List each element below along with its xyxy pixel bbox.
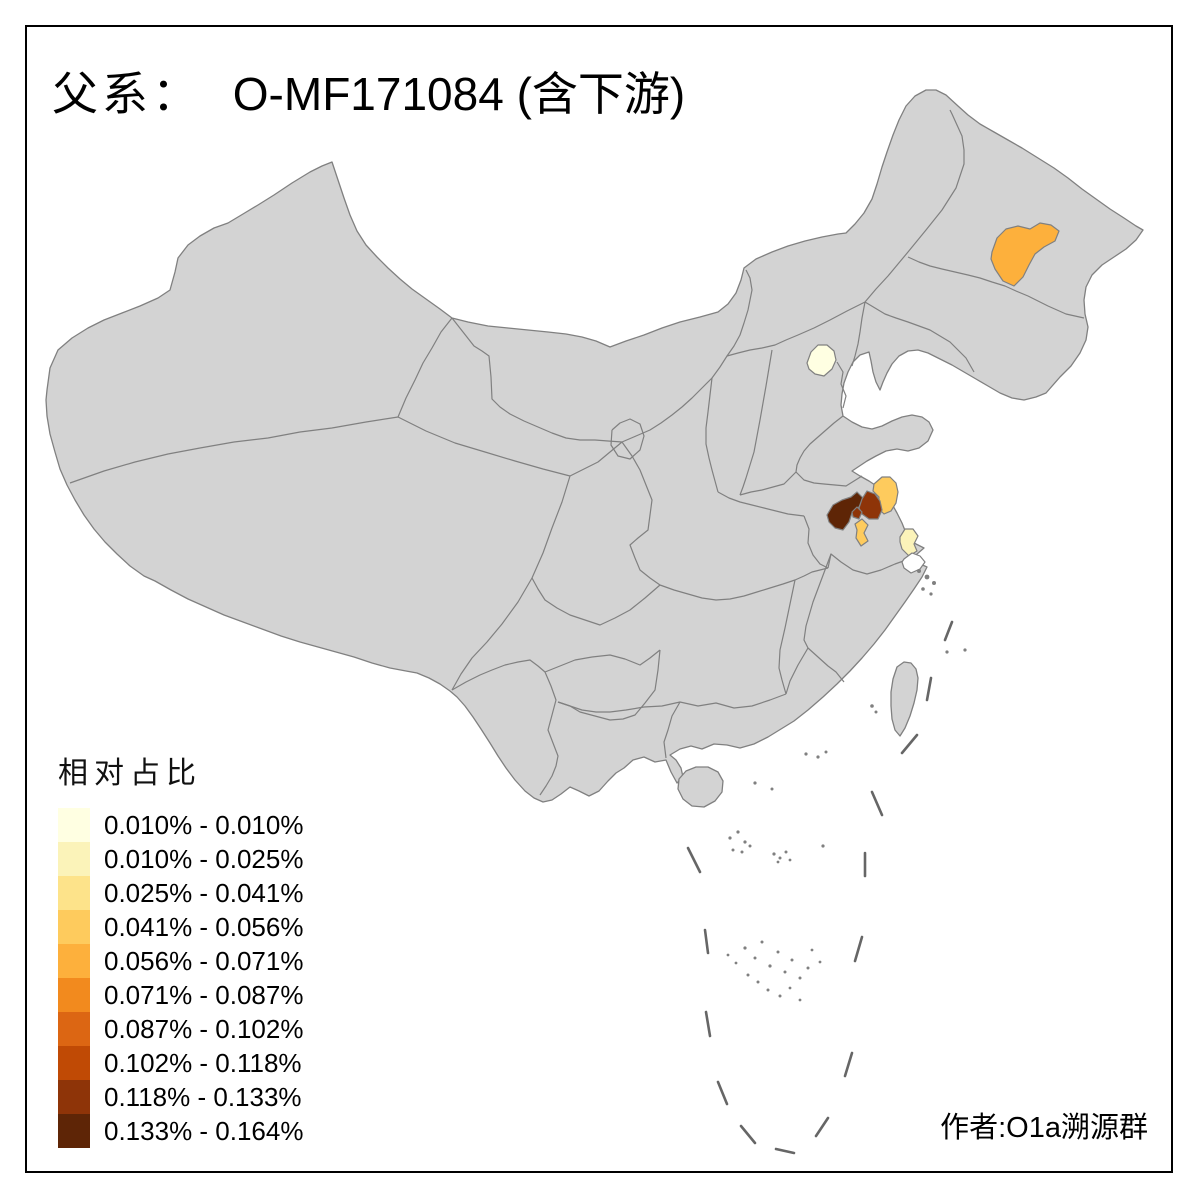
region-southeast-anhui — [854, 518, 869, 547]
legend-item: 0.118% - 0.133% — [58, 1080, 303, 1114]
title-haplogroup: O-MF171084 (含下游) — [232, 68, 686, 120]
legend-item: 0.010% - 0.025% — [58, 842, 303, 876]
legend-swatch — [58, 876, 90, 910]
offshore-islands — [726, 569, 967, 1002]
china-landmass — [45, 89, 1144, 808]
region-beijing — [806, 344, 837, 377]
legend-label: 0.010% - 0.010% — [104, 809, 304, 840]
legend-swatch — [58, 910, 90, 944]
title-prefix: 父系： — [52, 69, 202, 120]
legend-item: 0.133% - 0.164% — [58, 1114, 303, 1148]
legend-item: 0.102% - 0.118% — [58, 1046, 303, 1080]
legend-item: 0.041% - 0.056% — [58, 910, 303, 944]
legend-item: 0.010% - 0.010% — [58, 808, 303, 842]
legend-swatch — [58, 978, 90, 1012]
legend-swatch — [58, 808, 90, 842]
hainan-island — [677, 766, 724, 808]
legend-swatch — [58, 1114, 90, 1148]
nine-dash-line — [686, 620, 954, 1155]
mainland-outline — [45, 89, 1144, 803]
legend-label: 0.010% - 0.025% — [104, 843, 304, 874]
map-title: 父系： O-MF171084 (含下游) — [52, 58, 685, 124]
author-credit: 作者:O1a溯源群 — [940, 1112, 1148, 1144]
region-nanjing-vicinity — [851, 506, 863, 520]
legend-swatch — [58, 1012, 90, 1046]
province-borders — [69, 109, 1085, 796]
legend: 相对占比 0.010% - 0.010% 0.010% - 0.025% 0.0… — [58, 748, 303, 1148]
legend-swatch — [58, 1046, 90, 1080]
region-northeast-prefecture — [990, 222, 1060, 287]
legend-label: 0.118% - 0.133% — [104, 1081, 302, 1112]
region-south-jiangsu — [899, 528, 919, 557]
legend-label: 0.056% - 0.071% — [104, 945, 304, 976]
legend-item: 0.071% - 0.087% — [58, 978, 303, 1012]
legend-item: 0.025% - 0.041% — [58, 876, 303, 910]
shaded-regions — [806, 222, 1060, 574]
legend-swatch — [58, 1080, 90, 1114]
legend-item: 0.087% - 0.102% — [58, 1012, 303, 1046]
legend-swatch — [58, 842, 90, 876]
legend-label: 0.087% - 0.102% — [104, 1013, 304, 1044]
legend-label: 0.025% - 0.041% — [104, 877, 304, 908]
region-east-anhui — [858, 490, 883, 520]
legend-label: 0.133% - 0.164% — [104, 1115, 304, 1146]
legend-label: 0.071% - 0.087% — [104, 979, 304, 1010]
legend-label: 0.041% - 0.056% — [104, 911, 304, 942]
taiwan-island — [890, 661, 919, 737]
legend-item: 0.056% - 0.071% — [58, 944, 303, 978]
region-shanghai — [901, 552, 926, 574]
legend-label: 0.102% - 0.118% — [104, 1047, 302, 1078]
legend-swatch — [58, 944, 90, 978]
legend-title: 相对占比 — [58, 757, 202, 790]
